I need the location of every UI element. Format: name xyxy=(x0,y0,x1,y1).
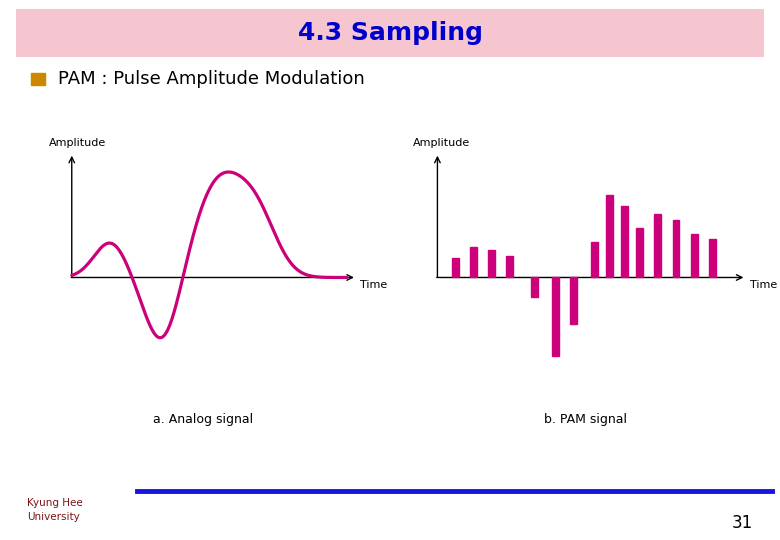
Polygon shape xyxy=(530,278,537,297)
Polygon shape xyxy=(570,278,576,323)
Polygon shape xyxy=(470,247,477,278)
Text: Amplitude: Amplitude xyxy=(413,138,470,148)
Text: Time: Time xyxy=(750,280,777,290)
Text: a. Analog signal: a. Analog signal xyxy=(153,413,253,426)
Polygon shape xyxy=(691,234,697,278)
Polygon shape xyxy=(709,239,716,278)
Text: 4.3 Sampling: 4.3 Sampling xyxy=(297,21,483,45)
Polygon shape xyxy=(551,278,558,356)
Text: b. PAM signal: b. PAM signal xyxy=(544,413,626,426)
Text: Amplitude: Amplitude xyxy=(49,138,106,148)
Polygon shape xyxy=(506,255,513,278)
Polygon shape xyxy=(591,242,598,278)
Polygon shape xyxy=(654,214,661,278)
Polygon shape xyxy=(621,206,628,278)
Text: PAM : Pulse Amplitude Modulation: PAM : Pulse Amplitude Modulation xyxy=(58,70,365,88)
Polygon shape xyxy=(636,228,643,278)
Text: Kyung Hee
University: Kyung Hee University xyxy=(27,498,83,522)
Polygon shape xyxy=(606,195,613,278)
Text: Time: Time xyxy=(360,280,388,290)
Polygon shape xyxy=(672,220,679,278)
Polygon shape xyxy=(452,258,459,278)
Text: 31: 31 xyxy=(732,514,753,532)
Polygon shape xyxy=(488,250,495,278)
